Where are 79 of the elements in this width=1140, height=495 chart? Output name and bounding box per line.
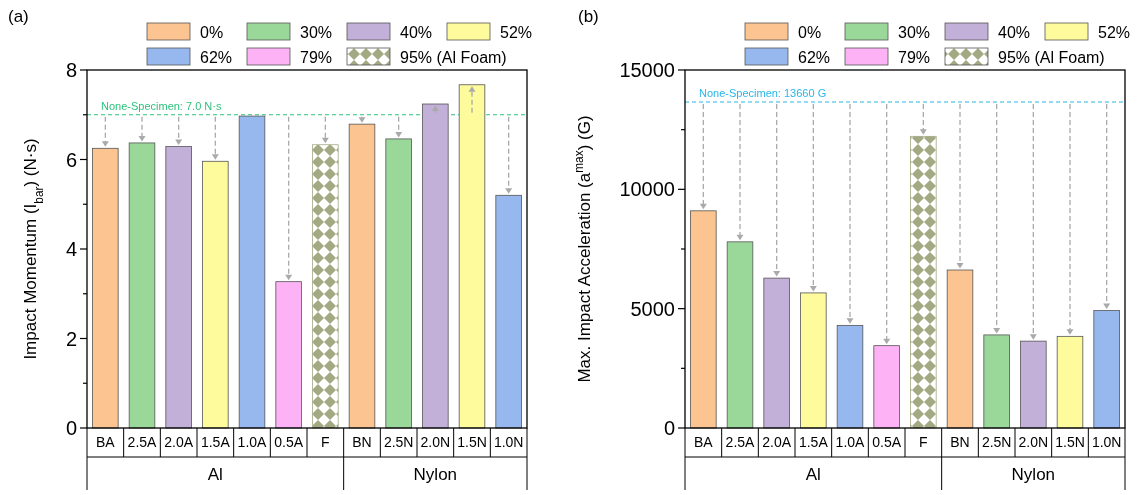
- text: Al: [207, 465, 223, 484]
- text: Nylon: [1011, 465, 1056, 484]
- x-tick-label: 0.5A: [872, 434, 902, 450]
- bar: [1056, 335, 1084, 429]
- x-tick-label: 1.5N: [1055, 434, 1085, 450]
- x-tick-label: 2.0N: [1018, 434, 1049, 450]
- bar: [92, 147, 119, 429]
- legend-label: 79%: [300, 48, 333, 66]
- x-tick-label: BA: [95, 434, 116, 450]
- bar: [763, 277, 790, 429]
- x-tick-label: 2.0A: [164, 434, 194, 450]
- x-tick-label: 1.5A: [200, 434, 231, 450]
- bar: [348, 123, 376, 429]
- bar: [202, 160, 229, 429]
- legend-label: 52%: [1098, 23, 1131, 41]
- y-tick-label: 0: [663, 417, 675, 439]
- bar: [458, 84, 486, 429]
- ref-line-label: None-Specimen: 7.0 N·s: [101, 99, 222, 112]
- legend-label: 79%: [898, 48, 931, 66]
- bar: [128, 142, 156, 429]
- bar: [1093, 310, 1120, 429]
- bar: [238, 115, 266, 429]
- bar: [1020, 340, 1047, 429]
- bar: [165, 146, 192, 429]
- bar: [726, 241, 754, 429]
- bar: [275, 281, 302, 429]
- bar: [800, 292, 827, 429]
- bar: [946, 269, 974, 429]
- y-tick-label: 15000: [619, 59, 675, 81]
- legend-label: 30%: [300, 23, 333, 41]
- legend-label: 0%: [200, 23, 224, 41]
- y-tick-label: 2: [65, 327, 77, 350]
- bar: [422, 103, 449, 429]
- x-tick-label: 2.5A: [127, 434, 158, 450]
- legend-label: 30%: [898, 23, 931, 41]
- x-tick-label: F: [321, 434, 330, 450]
- ref-line-label: None-Specimen: 13660 G: [699, 86, 827, 99]
- y-tick-label: 8: [65, 59, 77, 81]
- chart-title: (b): [578, 7, 599, 26]
- bar: [836, 324, 864, 429]
- x-tick-label: 1.0N: [493, 434, 524, 450]
- legend-label: 62%: [200, 48, 233, 66]
- x-tick-label: 1.0A: [835, 434, 866, 450]
- text: Al: [805, 465, 821, 484]
- text: Nylon: [413, 465, 458, 484]
- x-tick-label: 0.5A: [274, 434, 304, 450]
- legend-label: 52%: [500, 23, 533, 41]
- x-tick-label: 2.0N: [420, 434, 451, 450]
- bar: [385, 138, 412, 429]
- bar: [495, 194, 522, 429]
- x-tick-label: 2.5N: [981, 434, 1012, 450]
- bar: [312, 144, 339, 429]
- y-tick-label: 5000: [630, 297, 675, 320]
- bar: [910, 135, 937, 429]
- legend-label: 40%: [998, 23, 1031, 41]
- x-tick-label: F: [919, 434, 928, 450]
- y-tick-label: 0: [65, 417, 77, 439]
- x-tick-label: 1.0N: [1091, 434, 1122, 450]
- x-tick-label: 2.5N: [383, 434, 414, 450]
- chart-title: (a): [8, 7, 29, 26]
- legend-label: 95% (Al Foam): [998, 48, 1105, 66]
- y-tick-label: 4: [65, 238, 77, 260]
- x-tick-label: 1.5N: [457, 434, 487, 450]
- x-tick-label: 1.5A: [798, 434, 829, 450]
- bar: [983, 334, 1010, 429]
- legend-label: 40%: [400, 23, 433, 41]
- x-tick-label: BN: [352, 434, 372, 450]
- bar: [690, 210, 717, 429]
- legend-label: 95% (Al Foam): [400, 48, 507, 66]
- bar: [873, 345, 900, 429]
- x-tick-label: 2.0A: [762, 434, 792, 450]
- y-tick-label: 6: [65, 148, 77, 171]
- x-tick-label: BN: [950, 434, 970, 450]
- x-tick-label: 1.0A: [237, 434, 268, 450]
- x-tick-label: BA: [693, 434, 714, 450]
- legend-label: 0%: [798, 23, 822, 41]
- y-tick-label: 10000: [619, 178, 675, 201]
- legend-label: 62%: [798, 48, 831, 66]
- x-tick-label: 2.5A: [725, 434, 756, 450]
